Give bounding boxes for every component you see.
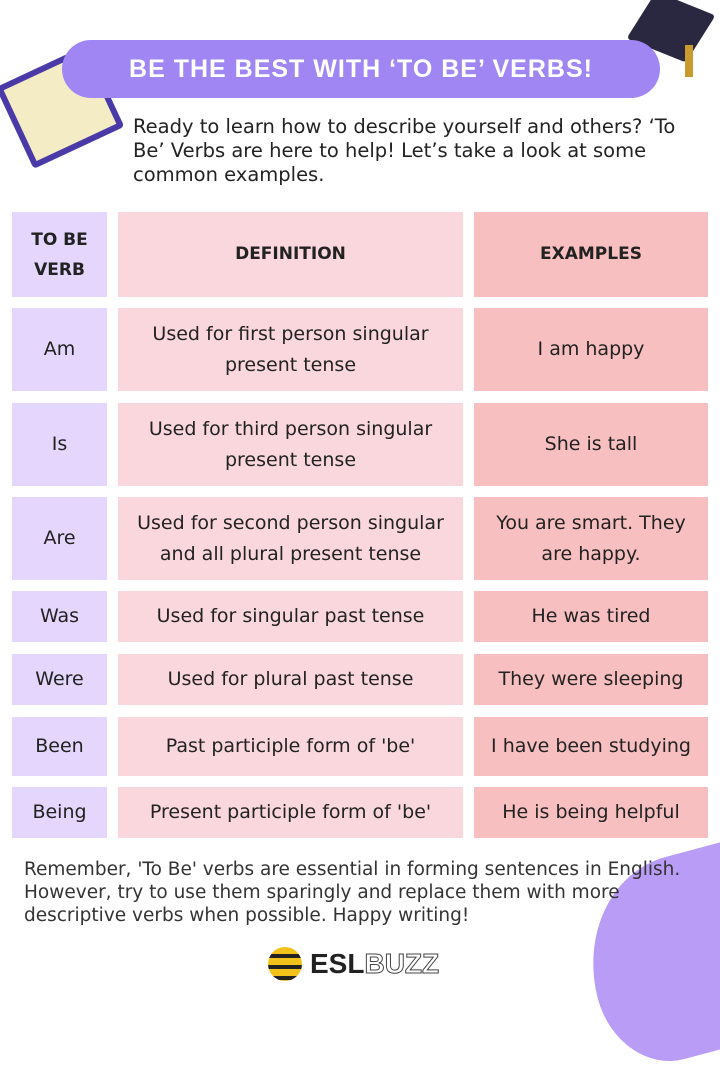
row-example: He was tired	[474, 591, 708, 642]
row-definition: Used for third person singular present t…	[118, 403, 463, 486]
row-verb: Were	[12, 654, 107, 705]
row-verb: Been	[12, 717, 107, 776]
row-example: She is tall	[474, 403, 708, 486]
row-definition: Present participle form of 'be'	[118, 787, 463, 838]
logo-part2: BUZZ	[364, 948, 440, 980]
tassel-icon	[685, 45, 693, 77]
row-verb: Was	[12, 591, 107, 642]
row-example: I am happy	[474, 308, 708, 391]
header-definition: DEFINITION	[118, 212, 463, 297]
row-definition: Used for plural past tense	[118, 654, 463, 705]
header-examples: EXAMPLES	[474, 212, 708, 297]
row-verb: Being	[12, 787, 107, 838]
row-definition: Past participle form of 'be'	[118, 717, 463, 776]
row-definition: Used for second person singular and all …	[118, 497, 463, 580]
row-definition: Used for first person singular present t…	[118, 308, 463, 391]
intro-text: Ready to learn how to describe yourself …	[133, 115, 676, 186]
bee-icon	[268, 947, 302, 981]
row-example: I have been studying	[474, 717, 708, 776]
logo-part1: ESL	[310, 948, 365, 979]
row-verb: Am	[12, 308, 107, 391]
row-example: You are smart. They are happy.	[474, 497, 708, 580]
row-definition: Used for singular past tense	[118, 591, 463, 642]
row-example: They were sleeping	[474, 654, 708, 705]
row-example: He is being helpful	[474, 787, 708, 838]
row-verb: Are	[12, 497, 107, 580]
closing-text: Remember, 'To Be' verbs are essential in…	[24, 859, 681, 926]
row-verb: Is	[12, 403, 107, 486]
page-title: BE THE BEST WITH ‘TO BE’ VERBS!	[62, 40, 660, 98]
header-verb: TO BE VERB	[12, 212, 107, 297]
eslbuzz-logo: ESLBUZZ	[268, 947, 440, 981]
